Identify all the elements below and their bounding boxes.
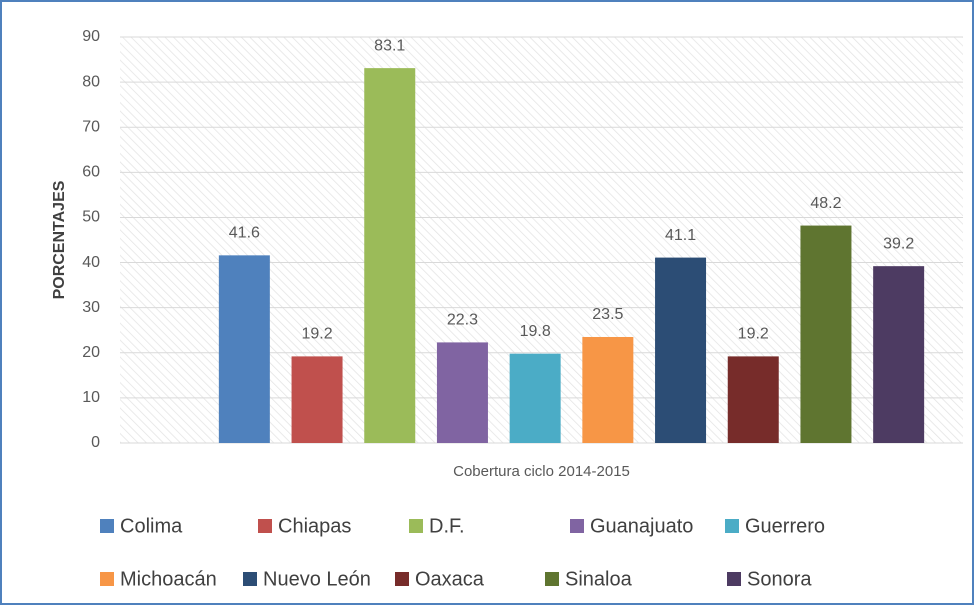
legend-label: D.F. xyxy=(429,515,465,537)
legend-swatch xyxy=(100,519,114,533)
y-tick-label: 50 xyxy=(82,209,100,226)
data-label: 23.5 xyxy=(592,306,623,323)
y-axis-label: PORCENTAJES xyxy=(51,180,68,299)
bar xyxy=(655,257,707,443)
data-label: 39.2 xyxy=(883,235,914,252)
y-tick-label: 20 xyxy=(82,344,100,361)
legend-label: Chiapas xyxy=(278,515,351,537)
legend-swatch xyxy=(725,519,739,533)
legend-label: Guerrero xyxy=(745,515,825,537)
y-tick-label: 40 xyxy=(82,254,100,271)
y-tick-label: 80 xyxy=(82,73,100,90)
data-label: 22.3 xyxy=(447,312,478,329)
bar xyxy=(291,356,343,443)
legend-swatch xyxy=(409,519,423,533)
y-tick-label: 30 xyxy=(82,299,100,316)
legend-label: Oaxaca xyxy=(415,568,485,590)
data-label: 19.8 xyxy=(520,323,551,340)
legend-label: Sonora xyxy=(747,568,812,590)
legend-swatch xyxy=(395,572,409,586)
bar xyxy=(436,342,488,443)
data-label: 19.2 xyxy=(301,326,332,343)
legend-label: Nuevo León xyxy=(263,568,371,590)
data-label: 41.1 xyxy=(665,227,696,244)
legend-label: Michoacán xyxy=(120,568,217,590)
y-tick-label: 0 xyxy=(91,434,100,451)
bar xyxy=(582,336,634,443)
legend-swatch xyxy=(727,572,741,586)
bar xyxy=(873,266,925,443)
legend-swatch xyxy=(258,519,272,533)
y-tick-label: 70 xyxy=(82,118,100,135)
legend-swatch xyxy=(545,572,559,586)
y-tick-label: 60 xyxy=(82,164,100,181)
legend-label: Sinaloa xyxy=(565,568,633,590)
legend-label: Guanajuato xyxy=(590,515,693,537)
data-label: 83.1 xyxy=(374,37,405,54)
bar xyxy=(800,225,852,443)
y-tick-label: 10 xyxy=(82,389,100,406)
data-label: 41.6 xyxy=(229,225,260,242)
legend-swatch xyxy=(570,519,584,533)
data-label: 19.2 xyxy=(738,326,769,343)
bar xyxy=(509,353,561,443)
x-tick-label: Cobertura ciclo 2014-2015 xyxy=(453,463,630,480)
bar xyxy=(727,356,779,443)
bar xyxy=(364,68,416,444)
y-tick-label: 90 xyxy=(82,28,100,45)
legend-swatch xyxy=(243,572,257,586)
legend-label: Colima xyxy=(120,515,183,537)
data-label: 48.2 xyxy=(810,195,841,212)
legend-swatch xyxy=(100,572,114,586)
bar xyxy=(218,255,270,443)
